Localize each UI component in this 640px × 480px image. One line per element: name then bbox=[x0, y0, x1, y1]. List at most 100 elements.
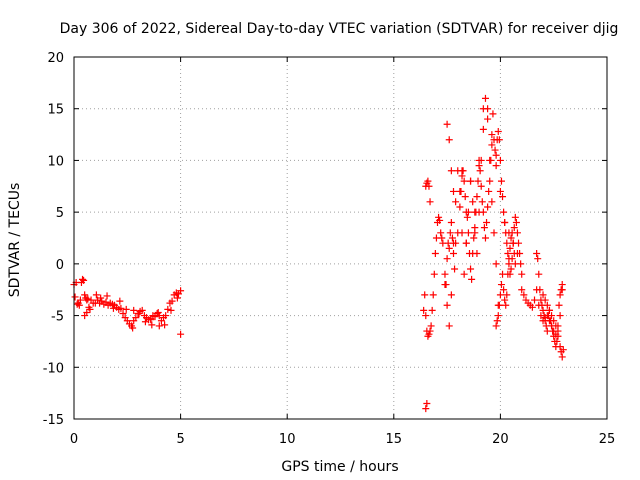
data-point-plus bbox=[459, 167, 467, 175]
data-point-plus bbox=[164, 305, 172, 313]
data-point-plus bbox=[447, 167, 455, 175]
data-point-plus bbox=[425, 182, 433, 190]
data-point-plus bbox=[496, 291, 504, 299]
data-point-plus bbox=[430, 270, 438, 278]
data-point-plus bbox=[129, 324, 137, 332]
data-point-plus bbox=[504, 250, 512, 258]
data-point-plus bbox=[130, 306, 138, 314]
data-point-plus bbox=[447, 218, 455, 226]
data-point-plus bbox=[469, 250, 477, 258]
data-point-plus bbox=[177, 287, 185, 295]
x-tick-label: 10 bbox=[279, 432, 296, 447]
data-point-plus bbox=[463, 213, 471, 221]
data-point-plus bbox=[138, 306, 146, 314]
data-point-plus bbox=[502, 301, 510, 309]
x-tick-label: 15 bbox=[386, 432, 403, 447]
data-point-plus bbox=[161, 321, 169, 329]
data-point-plus bbox=[147, 316, 155, 324]
data-point-plus bbox=[436, 216, 444, 224]
y-tick-label: -10 bbox=[43, 361, 64, 376]
data-point-plus bbox=[489, 110, 497, 118]
data-point-plus bbox=[420, 306, 428, 314]
chart-title: Day 306 of 2022, Sidereal Day-to-day VTE… bbox=[60, 21, 619, 37]
data-point-plus bbox=[167, 306, 175, 314]
data-point-plus bbox=[510, 250, 518, 258]
data-point-plus bbox=[534, 255, 542, 263]
data-point-plus bbox=[452, 239, 460, 247]
data-point-plus bbox=[426, 198, 434, 206]
data-point-plus bbox=[173, 294, 181, 302]
data-point-plus bbox=[559, 346, 567, 354]
data-point-plus bbox=[449, 250, 457, 258]
data-point-plus bbox=[479, 208, 487, 216]
data-point-plus bbox=[511, 260, 519, 268]
data-point-plus bbox=[472, 208, 480, 216]
y-tick-label: 20 bbox=[47, 51, 64, 66]
y-tick-label: -5 bbox=[51, 310, 64, 325]
data-point-plus bbox=[528, 303, 536, 311]
data-point-plus bbox=[488, 198, 496, 206]
data-point-plus bbox=[76, 296, 84, 304]
data-point-plus bbox=[86, 305, 94, 313]
plot-frame bbox=[73, 56, 608, 420]
data-point-plus bbox=[478, 198, 486, 206]
data-point-plus bbox=[501, 296, 509, 304]
data-point-plus bbox=[493, 317, 501, 325]
data-point-plus bbox=[75, 301, 83, 309]
data-point-plus bbox=[545, 306, 553, 314]
data-point-plus bbox=[506, 244, 514, 252]
y-tick-label: -15 bbox=[43, 413, 64, 428]
data-point-plus bbox=[479, 105, 487, 113]
data-point-plus bbox=[508, 229, 516, 237]
data-point-plus bbox=[421, 291, 429, 299]
data-point-plus bbox=[490, 229, 498, 237]
data-point-plus bbox=[486, 177, 494, 185]
data-point-plus bbox=[481, 94, 489, 102]
data-point-plus bbox=[507, 265, 515, 273]
data-point-plus bbox=[154, 308, 162, 316]
data-point-plus bbox=[429, 291, 437, 299]
data-point-plus bbox=[474, 177, 482, 185]
data-point-plus bbox=[431, 250, 439, 258]
data-point-plus bbox=[502, 229, 510, 237]
data-point-plus bbox=[531, 296, 539, 304]
data-point-plus bbox=[485, 187, 493, 195]
data-point-plus bbox=[422, 312, 430, 320]
data-point-plus bbox=[79, 275, 87, 283]
data-point-plus bbox=[462, 239, 470, 247]
data-point-plus bbox=[471, 224, 479, 232]
data-point-plus bbox=[555, 301, 563, 309]
data-point-plus bbox=[456, 203, 464, 211]
data-point-plus bbox=[443, 301, 451, 309]
data-point-plus bbox=[446, 229, 454, 237]
data-point-plus bbox=[494, 127, 502, 135]
data-point-plus bbox=[497, 177, 505, 185]
x-tick-label: 20 bbox=[492, 432, 509, 447]
data-point-plus bbox=[122, 305, 130, 313]
data-point-plus bbox=[535, 270, 543, 278]
data-point-plus bbox=[552, 322, 560, 330]
data-point-plus bbox=[435, 213, 443, 221]
x-tick-label: 0 bbox=[70, 432, 78, 447]
data-point-plus bbox=[518, 270, 526, 278]
data-point-plus bbox=[539, 291, 547, 299]
data-point-plus bbox=[464, 229, 472, 237]
data-point-plus bbox=[543, 301, 551, 309]
grid-lines bbox=[74, 57, 607, 419]
x-axis-label: GPS time / hours bbox=[281, 459, 398, 475]
data-point-plus bbox=[533, 250, 541, 258]
data-point-plus bbox=[553, 337, 561, 345]
data-point-plus bbox=[135, 310, 143, 318]
data-point-plus bbox=[491, 146, 499, 154]
data-point-plus bbox=[71, 293, 79, 301]
data-point-plus bbox=[556, 291, 564, 299]
data-point-plus bbox=[549, 327, 557, 335]
data-point-plus bbox=[97, 294, 105, 302]
data-point-plus bbox=[492, 322, 500, 330]
data-point-plus bbox=[501, 218, 509, 226]
data-point-plus bbox=[462, 208, 470, 216]
data-point-plus bbox=[427, 322, 435, 330]
data-point-plus bbox=[438, 234, 446, 242]
data-point-plus bbox=[484, 115, 492, 123]
